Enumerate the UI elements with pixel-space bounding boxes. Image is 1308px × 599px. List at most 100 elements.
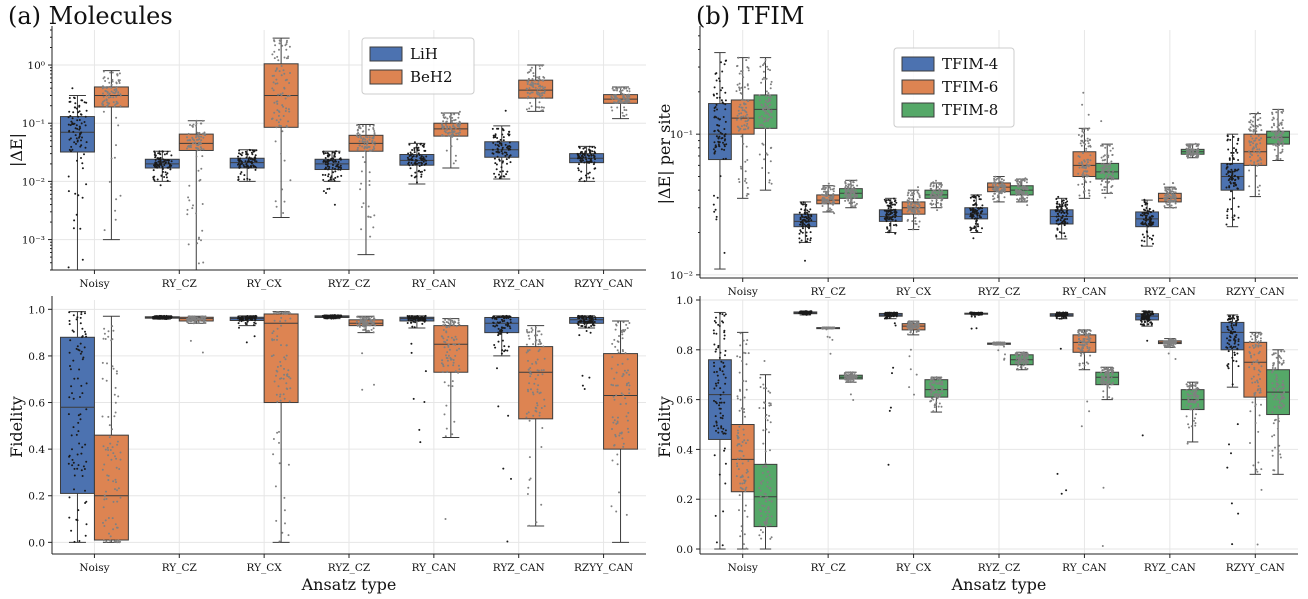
data-point — [541, 64, 544, 67]
data-point — [623, 97, 626, 100]
data-point — [443, 134, 446, 137]
data-point — [115, 370, 118, 373]
data-point — [540, 407, 543, 409]
data-point — [452, 321, 455, 324]
data-point — [194, 141, 196, 144]
data-point — [736, 64, 739, 67]
y-tick-label: 0.4 — [28, 444, 45, 456]
data-point — [107, 474, 110, 477]
data-point — [717, 379, 720, 382]
data-point — [108, 92, 111, 95]
data-point — [722, 158, 725, 160]
data-point — [1112, 178, 1115, 181]
data-point — [453, 113, 456, 116]
data-point — [800, 213, 803, 216]
data-point — [1280, 121, 1283, 124]
data-point — [252, 315, 255, 318]
data-point — [1232, 185, 1235, 187]
data-point — [102, 95, 105, 98]
data-point — [166, 315, 169, 318]
data-point — [718, 96, 721, 99]
data-point — [197, 321, 200, 324]
box-ry-cx — [263, 313, 299, 404]
data-point — [1276, 117, 1279, 120]
data-point — [159, 184, 162, 187]
data-point — [289, 317, 292, 320]
data-point — [116, 489, 118, 492]
data-point — [805, 221, 808, 223]
data-point — [286, 95, 289, 98]
data-point — [976, 213, 979, 216]
data-point — [1019, 197, 1021, 200]
data-point — [1023, 199, 1026, 202]
data-point — [79, 396, 81, 398]
data-point — [444, 323, 447, 326]
data-point — [1102, 178, 1105, 181]
data-point — [525, 343, 528, 346]
data-point — [80, 144, 83, 147]
data-point — [997, 194, 1000, 197]
data-point — [617, 416, 619, 419]
data-point — [324, 152, 327, 155]
data-point — [768, 127, 771, 129]
data-point — [69, 100, 72, 103]
data-point — [931, 191, 934, 194]
data-point — [102, 445, 105, 448]
data-point — [1232, 218, 1235, 221]
data-point — [501, 320, 504, 323]
points-ry-can — [406, 141, 428, 184]
data-point — [969, 196, 972, 199]
series-tfim-4 — [708, 52, 1245, 270]
data-point — [1172, 196, 1175, 199]
data-point — [457, 364, 460, 367]
data-point — [492, 322, 495, 324]
data-point — [844, 199, 847, 202]
data-point — [276, 365, 279, 368]
data-point — [195, 122, 198, 125]
data-point — [930, 196, 933, 199]
data-point — [363, 325, 366, 328]
data-point — [530, 330, 533, 333]
data-point — [593, 161, 596, 164]
data-point — [886, 227, 889, 230]
data-point — [118, 82, 121, 84]
data-point — [583, 323, 586, 325]
data-point — [503, 319, 506, 322]
data-point — [930, 203, 933, 206]
data-point — [540, 106, 543, 109]
data-point — [194, 320, 196, 323]
data-point — [117, 91, 120, 94]
data-point — [909, 208, 912, 211]
data-point — [497, 127, 500, 130]
data-point — [278, 42, 281, 45]
data-point — [618, 434, 621, 437]
data-point — [914, 213, 917, 216]
data-point — [909, 206, 912, 209]
data-point — [283, 72, 286, 75]
data-point — [1254, 129, 1257, 131]
data-point — [588, 176, 591, 179]
data-point — [159, 160, 162, 163]
data-point — [115, 372, 118, 375]
data-point — [938, 188, 941, 190]
data-point — [590, 317, 593, 320]
data-point — [327, 175, 330, 178]
points-ry-cz — [152, 150, 173, 187]
data-point — [1259, 142, 1262, 145]
data-point — [373, 130, 376, 132]
data-point — [447, 318, 450, 321]
data-point — [1236, 142, 1239, 145]
data-point — [1226, 214, 1229, 217]
data-point — [746, 122, 749, 125]
data-point — [622, 95, 625, 98]
data-point — [84, 502, 87, 504]
data-point — [109, 535, 112, 538]
data-point — [805, 231, 808, 234]
data-point — [610, 367, 613, 370]
data-point — [715, 103, 718, 106]
data-point — [715, 332, 718, 335]
data-point — [770, 80, 773, 83]
data-point — [1259, 117, 1262, 119]
data-point — [498, 332, 501, 335]
data-point — [1001, 182, 1004, 185]
